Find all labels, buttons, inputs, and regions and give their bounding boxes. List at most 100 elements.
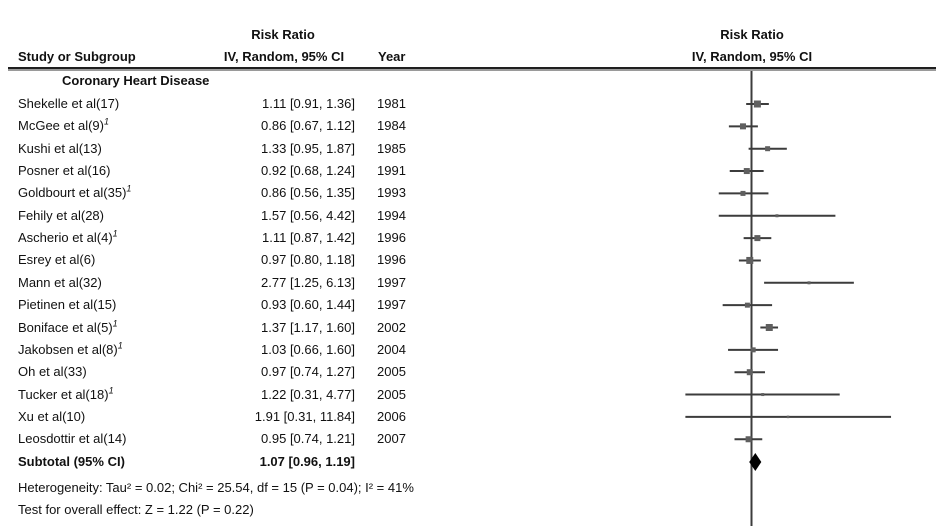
study-name: Esrey et al(6) <box>18 252 96 268</box>
effect-marker <box>761 393 765 397</box>
study-row: Pietinen et al(15) 0.93 [0.60, 1.44] 1997 <box>0 294 940 316</box>
study-row: Esrey et al(6) 0.97 [0.80, 1.18] 1996 <box>0 249 940 271</box>
study-name: Leosdottir et al(14) <box>18 431 127 447</box>
footnote-marker: 1 <box>103 117 109 128</box>
effect-marker <box>744 302 750 308</box>
effect-estimate: 1.03 [0.66, 1.60] <box>261 341 355 357</box>
study-year: 1997 <box>377 274 406 290</box>
study-year: 2005 <box>377 364 406 380</box>
study-row: Shekelle et al(17) 1.11 [0.91, 1.36] 1981 <box>0 93 940 115</box>
subtotal-row: Subtotal (95% CI) 1.07 [0.96, 1.19] <box>0 451 940 473</box>
study-name: Ascherio et al(4)1 <box>18 228 118 246</box>
effect-estimate: 0.97 [0.74, 1.27] <box>261 364 355 380</box>
study-row: Fehily et al(28) 1.57 [0.56, 4.42] 1994 <box>0 205 940 227</box>
study-row: Posner et al(16) 0.92 [0.68, 1.24] 1991 <box>0 160 940 182</box>
study-row: Kushi et al(13) 1.33 [0.95, 1.87] 1985 <box>0 138 940 160</box>
left-effect-header-line2: IV, Random, 95% CI <box>223 49 345 64</box>
effect-marker <box>750 347 756 353</box>
study-year: 1997 <box>377 297 406 313</box>
study-year: 2006 <box>377 408 406 424</box>
effect-marker <box>765 324 773 331</box>
study-row: Jakobsen et al(8)1 1.03 [0.66, 1.60] 2004 <box>0 339 940 361</box>
effect-estimate: 0.93 [0.60, 1.44] <box>261 297 355 313</box>
footnote-marker: 1 <box>117 340 123 351</box>
study-name: Boniface et al(5)1 <box>18 318 118 335</box>
left-effect-header-line1: Risk Ratio <box>251 27 315 42</box>
study-name: Oh et al(33) <box>18 364 87 380</box>
effect-estimate: 1.57 [0.56, 4.42] <box>261 207 355 223</box>
effect-estimate: 0.97 [0.80, 1.18] <box>261 252 355 268</box>
effect-estimate: 1.22 [0.31, 4.77] <box>261 386 355 402</box>
effect-marker <box>746 256 754 264</box>
study-name: Mann et al(32) <box>18 274 102 290</box>
study-column-header: Study or Subgroup <box>18 49 136 64</box>
study-name: Subtotal (95% CI) <box>18 454 125 469</box>
effect-estimate: 1.11 [0.87, 1.42] <box>262 230 355 246</box>
effect-estimate: 2.77 [1.25, 6.13] <box>261 274 355 290</box>
effect-estimate: 0.86 [0.56, 1.35] <box>261 185 355 201</box>
study-name: Kushi et al(13) <box>18 140 102 156</box>
study-name: Jakobsen et al(8)1 <box>18 340 123 357</box>
header-divider-rule <box>8 67 936 69</box>
study-name: Fehily et al(28) <box>18 207 104 223</box>
effect-marker <box>807 281 811 285</box>
study-year: 2007 <box>377 431 406 447</box>
study-row: Mann et al(32) 2.77 [1.25, 6.13] 1997 <box>0 272 940 294</box>
effect-marker <box>786 415 790 419</box>
footnote-marker: 1 <box>112 228 118 239</box>
study-row: Oh et al(33) 0.97 [0.74, 1.27] 2005 <box>0 361 940 383</box>
study-name: Goldbourt et al(35)1 <box>18 184 132 201</box>
study-year: 1985 <box>377 140 406 156</box>
subgroup-title: Coronary Heart Disease <box>62 73 210 88</box>
study-row: Boniface et al(5)1 1.37 [1.17, 1.60] 2002 <box>0 317 940 339</box>
study-year: 2005 <box>377 386 406 402</box>
effect-estimate: 0.86 [0.67, 1.12] <box>261 118 355 134</box>
study-year: 1996 <box>377 230 406 246</box>
study-year: 2002 <box>377 319 406 335</box>
footnote-marker: 1 <box>126 184 132 195</box>
study-name: Tucker et al(18)1 <box>18 385 114 402</box>
effect-estimate: 0.95 [0.74, 1.21] <box>261 431 355 447</box>
study-row: Goldbourt et al(35)1 0.86 [0.56, 1.35] 199… <box>0 182 940 204</box>
effect-marker <box>739 123 746 130</box>
overall-effect-text: Test for overall effect: Z = 1.22 (P = 0… <box>18 502 254 517</box>
effect-marker <box>743 168 750 175</box>
study-year: 1991 <box>377 163 406 179</box>
study-row: Tucker et al(18)1 1.22 [0.31, 4.77] 2005 <box>0 384 940 406</box>
effect-marker <box>765 146 771 152</box>
effect-marker <box>745 436 752 443</box>
effect-estimate: 1.33 [0.95, 1.87] <box>261 140 355 156</box>
heterogeneity-text: Heterogeneity: Tau² = 0.02; Chi² = 25.54… <box>18 480 414 495</box>
effect-estimate: 1.37 [1.17, 1.60] <box>261 319 355 335</box>
plot-effect-header-line2: IV, Random, 95% CI <box>691 49 813 64</box>
study-year: 1996 <box>377 252 406 268</box>
year-column-header: Year <box>378 49 406 64</box>
effect-estimate: 1.91 [0.31, 11.84] <box>254 408 355 424</box>
plot-effect-header-line1: Risk Ratio <box>720 27 784 42</box>
study-name: McGee et al(9)1 <box>18 117 109 134</box>
study-name: Shekelle et al(17) <box>18 96 120 111</box>
study-row: Ascherio et al(4)1 1.11 [0.87, 1.42] 1996 <box>0 227 940 249</box>
study-year: 1984 <box>377 118 406 134</box>
effect-marker <box>753 100 761 108</box>
subtotal-diamond <box>749 453 762 471</box>
footnote-marker: 1 <box>112 318 118 329</box>
study-row: McGee et al(9)1 0.86 [0.67, 1.12] 1984 <box>0 115 940 137</box>
study-year: 1981 <box>377 96 406 111</box>
effect-estimate: 1.11 [0.91, 1.36] <box>262 96 355 111</box>
study-year: 1993 <box>377 185 406 201</box>
effect-estimate: 1.07 [0.96, 1.19] <box>259 454 355 469</box>
footnote-marker: 1 <box>108 385 114 396</box>
effect-marker <box>754 235 761 242</box>
study-name: Xu et al(10) <box>18 408 86 424</box>
study-name: Pietinen et al(15) <box>18 297 117 313</box>
effect-marker <box>775 214 779 218</box>
effect-marker <box>740 190 746 196</box>
effect-estimate: 0.92 [0.68, 1.24] <box>261 163 355 179</box>
study-year: 1994 <box>377 207 406 223</box>
study-year: 2004 <box>377 341 406 357</box>
effect-marker <box>746 369 753 376</box>
study-row: Leosdottir et al(14) 0.95 [0.74, 1.21] 200… <box>0 428 940 450</box>
